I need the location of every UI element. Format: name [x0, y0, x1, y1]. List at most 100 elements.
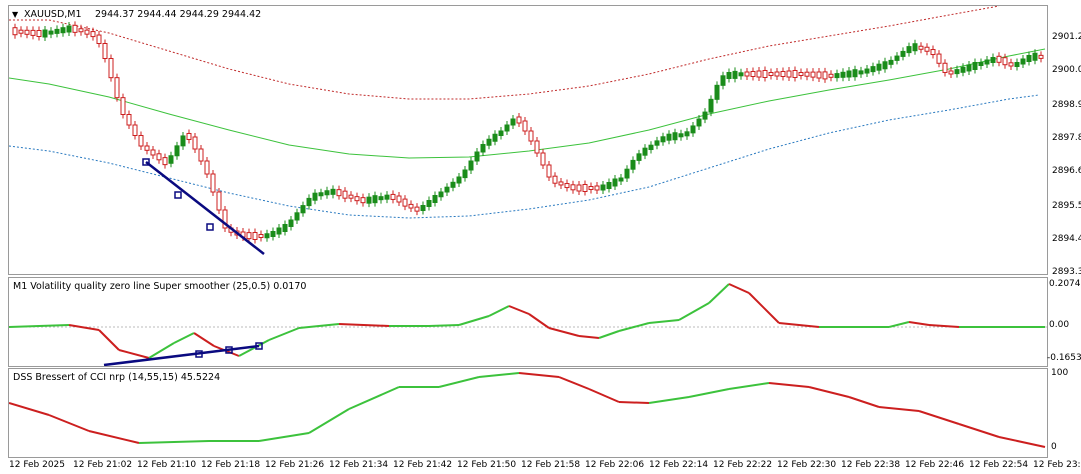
volatility-quality-line: [68, 324, 100, 331]
candle-body: [558, 181, 564, 186]
dss-line: [308, 408, 350, 434]
volatility-quality-pane[interactable]: M1 Volatility quality zero line Super sm…: [8, 277, 1048, 367]
volatility-quality-line: [928, 324, 960, 328]
dss-line: [558, 376, 590, 390]
candle-body: [402, 198, 408, 207]
candle-body: [978, 62, 984, 66]
candle-body: [462, 169, 468, 179]
candle-body: [552, 175, 558, 184]
candle-body: [438, 191, 444, 198]
candle-body: [60, 27, 66, 34]
volatility-quality-line: [778, 322, 820, 328]
dss-line: [588, 388, 620, 403]
candle-body: [426, 200, 432, 207]
price-chart-pane[interactable]: ▼ XAUUSD,M1 2944.37 2944.44 2944.29 2944…: [8, 5, 1048, 275]
volatility-quality-line: [118, 349, 150, 359]
candle-body: [606, 182, 612, 189]
candle-body: [612, 178, 618, 187]
candle-body: [1032, 52, 1038, 61]
time-tick: 12 Feb 21:58: [521, 460, 581, 470]
candle-body: [660, 136, 666, 143]
dss-line: [768, 382, 810, 388]
candle-body: [600, 184, 606, 191]
candle-body: [864, 68, 870, 74]
indicator-title: DSS Bressert of CCI nrp (14,55,15) 45.52…: [13, 372, 221, 383]
candle-body: [204, 160, 210, 175]
upper-band-line: [9, 6, 1000, 100]
candle-body: [816, 71, 822, 79]
volatility-quality-line: [98, 329, 120, 351]
candle-body: [666, 133, 672, 141]
candle-body: [486, 138, 492, 146]
price-axis[interactable]: 2901.20 2900.05 2898.90 2897.80 2896.65 …: [1047, 5, 1081, 277]
volatility-quality-line: [598, 330, 620, 339]
candle-body: [324, 190, 330, 196]
dss-line: [348, 386, 400, 410]
time-tick: 12 Feb 22:54: [969, 460, 1029, 470]
candle-body: [132, 124, 138, 136]
candle-body: [102, 43, 108, 59]
candle-body: [420, 205, 426, 211]
volatility-quality-line: [148, 342, 175, 359]
volatility-quality-line: [173, 332, 195, 344]
candle-body: [24, 29, 30, 35]
indicator1-axis[interactable]: 0.2074 0.00 -0.1653: [1047, 277, 1081, 365]
candle-body: [942, 62, 948, 73]
time-tick: 12 Feb 22:06: [585, 460, 645, 470]
collapse-arrow-icon[interactable]: ▼: [12, 10, 19, 19]
candle-body: [264, 233, 270, 239]
candle-body: [330, 188, 336, 195]
volatility-quality-line: [428, 324, 460, 327]
candle-body: [630, 159, 636, 170]
volatility-quality-line: [338, 323, 390, 327]
dss-bressert-pane[interactable]: DSS Bressert of CCI nrp (14,55,15) 45.52…: [8, 368, 1048, 458]
candle-body: [414, 206, 420, 212]
volatility-quality-line: [648, 319, 680, 324]
indicator-tick: 100: [1051, 368, 1069, 378]
candle-body: [186, 132, 192, 140]
candle-body: [54, 28, 60, 34]
candle-body: [990, 57, 996, 63]
candle-body: [960, 66, 966, 73]
candle-body: [450, 181, 456, 188]
candle-body: [588, 186, 594, 190]
candle-body: [678, 133, 684, 138]
candle-body: [270, 231, 276, 237]
time-tick: 12 Feb 21:34: [329, 460, 389, 470]
candle-body: [834, 73, 840, 79]
candle-body: [774, 71, 780, 77]
candle-body: [906, 46, 912, 54]
candle-body: [144, 145, 150, 151]
candle-body: [810, 71, 816, 78]
candle-body: [690, 125, 696, 134]
candle-body: [954, 69, 960, 75]
candle-body: [792, 70, 798, 78]
candle-body: [744, 71, 750, 77]
candle-body: [30, 29, 36, 36]
price-tick: 2894.40: [1052, 234, 1081, 244]
price-tick: 2896.65: [1052, 166, 1081, 176]
candle-body: [1008, 62, 1014, 67]
price-tick: 2898.90: [1052, 100, 1081, 110]
indicator2-axis[interactable]: 100 0: [1047, 368, 1081, 456]
candle-body: [222, 209, 228, 229]
candle-body: [258, 234, 264, 238]
candle-body: [534, 140, 540, 154]
trendline-anchor: [142, 158, 150, 166]
dss-line: [918, 410, 960, 425]
dss-line: [848, 396, 880, 408]
candle-body: [312, 192, 318, 201]
candle-body: [492, 133, 498, 142]
dss-line: [518, 372, 560, 378]
candle-body: [360, 197, 366, 204]
candle-body: [294, 212, 300, 221]
candle-body: [78, 28, 84, 33]
candle-body: [474, 151, 480, 162]
volatility-quality-line: [678, 302, 710, 321]
candle-body: [1026, 55, 1032, 62]
lower-band-line: [9, 94, 1040, 219]
volatility-quality-line: [268, 327, 300, 341]
dss-line: [438, 376, 480, 388]
candle-body: [150, 149, 156, 156]
candle-body: [912, 43, 918, 52]
